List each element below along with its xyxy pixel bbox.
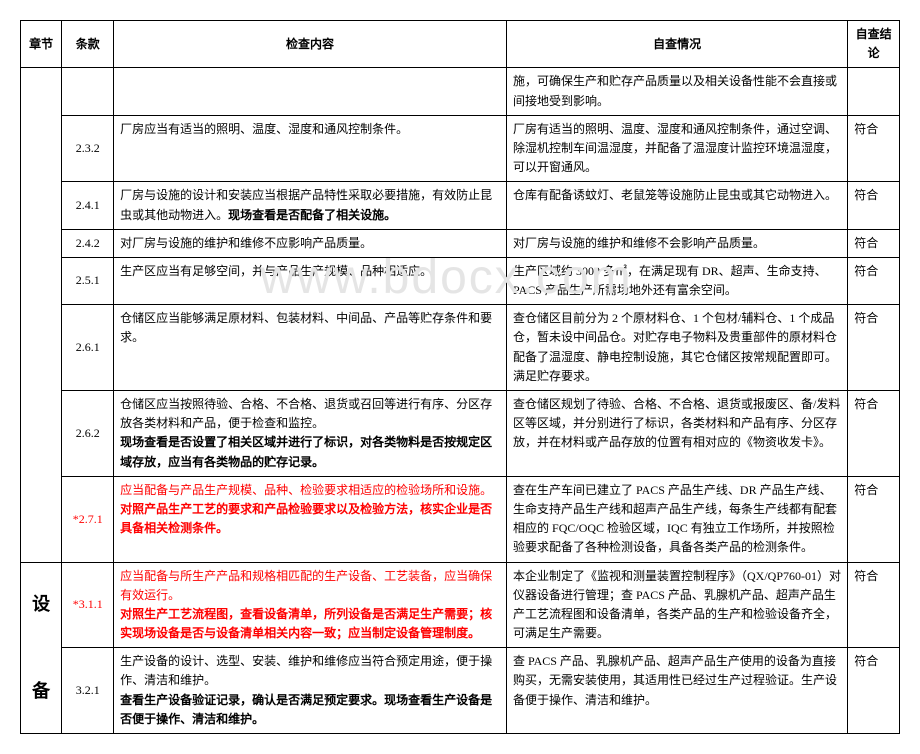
clause-cell: [62, 68, 114, 115]
check-cell: 仓储区应当按照待验、合格、不合格、退货或召回等进行有序、分区存放各类材料和产品，…: [114, 391, 507, 477]
status-cell: 查在生产车间已建立了 PACS 产品生产线、DR 产品生产线、生命支持产品生产线…: [507, 476, 848, 562]
check-cell: 对厂房与设施的维护和维修不应影响产品质量。: [114, 229, 507, 257]
status-cell: 查仓储区目前分为 2 个原材料仓、1 个包材/辅料仓、1 个成品仓，暂未设中间品…: [507, 305, 848, 391]
status-cell: 施，可确保生产和贮存产品质量以及相关设备性能不会直接或间接地受到影响。: [507, 68, 848, 115]
header-chapter: 章节: [21, 21, 62, 68]
status-cell: 本企业制定了《监视和测量装置控制程序》（QX/QP760-01）对仪器设备进行管…: [507, 562, 848, 648]
result-cell: [848, 68, 900, 115]
chapter-cell: 设备: [21, 562, 62, 734]
result-cell: 符合: [848, 562, 900, 648]
result-cell: 符合: [848, 257, 900, 304]
status-cell: 仓库有配备诱蚊灯、老鼠笼等设施防止昆虫或其它动物进入。: [507, 182, 848, 229]
status-cell: 生产区域约 3000 多㎡，在满足现有 DR、超声、生命支持、PACS 产品生产…: [507, 257, 848, 304]
status-cell: 查仓储区规划了待验、合格、不合格、退货或报废区、备/发料区等区域，并分别进行了标…: [507, 391, 848, 477]
header-result: 自查结论: [848, 21, 900, 68]
chapter-cell: [21, 68, 62, 562]
table-row: 2.4.1 厂房与设施的设计和安装应当根据产品特性采取必要措施，有效防止昆虫或其…: [21, 182, 900, 229]
status-cell: 厂房有适当的照明、温度、湿度和通风控制条件，通过空调、除湿机控制车间温湿度，并配…: [507, 115, 848, 182]
clause-cell: 2.5.1: [62, 257, 114, 304]
inspection-table: 章节 条款 检查内容 自查情况 自查结论 施，可确保生产和贮存产品质量以及相关设…: [20, 20, 900, 734]
clause-cell: 3.2.1: [62, 648, 114, 734]
check-cell: 仓储区应当能够满足原材料、包装材料、中间品、产品等贮存条件和要求。: [114, 305, 507, 391]
table-row: 2.6.2 仓储区应当按照待验、合格、不合格、退货或召回等进行有序、分区存放各类…: [21, 391, 900, 477]
check-cell: 生产设备的设计、选型、安装、维护和维修应当符合预定用途，便于操作、清洁和维护。查…: [114, 648, 507, 734]
check-cell: 生产区应当有足够空间，并与产品生产规模、品种相适应。: [114, 257, 507, 304]
check-cell: 厂房与设施的设计和安装应当根据产品特性采取必要措施，有效防止昆虫或其他动物进入。…: [114, 182, 507, 229]
result-cell: 符合: [848, 229, 900, 257]
table-row: 2.5.1 生产区应当有足够空间，并与产品生产规模、品种相适应。 生产区域约 3…: [21, 257, 900, 304]
clause-cell: 2.3.2: [62, 115, 114, 182]
check-cell: 厂房应当有适当的照明、温度、湿度和通风控制条件。: [114, 115, 507, 182]
header-status: 自查情况: [507, 21, 848, 68]
status-cell: 对厂房与设施的维护和维修不会影响产品质量。: [507, 229, 848, 257]
table-row: 2.6.1 仓储区应当能够满足原材料、包装材料、中间品、产品等贮存条件和要求。 …: [21, 305, 900, 391]
status-cell: 查 PACS 产品、乳腺机产品、超声产品生产使用的设备为直接购买，无需安装使用，…: [507, 648, 848, 734]
table-row: *2.7.1 应当配备与产品生产规模、品种、检验要求相适应的检验场所和设施。对照…: [21, 476, 900, 562]
clause-cell: *2.7.1: [62, 476, 114, 562]
check-cell: [114, 68, 507, 115]
header-clause: 条款: [62, 21, 114, 68]
table-header-row: 章节 条款 检查内容 自查情况 自查结论: [21, 21, 900, 68]
check-cell: 应当配备与所生产产品和规格相匹配的生产设备、工艺装备，应当确保有效运行。对照生产…: [114, 562, 507, 648]
table-row: 设备 *3.1.1 应当配备与所生产产品和规格相匹配的生产设备、工艺装备，应当确…: [21, 562, 900, 648]
result-cell: 符合: [848, 648, 900, 734]
result-cell: 符合: [848, 115, 900, 182]
table-row: 3.2.1 生产设备的设计、选型、安装、维护和维修应当符合预定用途，便于操作、清…: [21, 648, 900, 734]
clause-cell: 2.4.2: [62, 229, 114, 257]
table-row: 2.3.2 厂房应当有适当的照明、温度、湿度和通风控制条件。 厂房有适当的照明、…: [21, 115, 900, 182]
result-cell: 符合: [848, 305, 900, 391]
clause-cell: 2.6.1: [62, 305, 114, 391]
result-cell: 符合: [848, 391, 900, 477]
check-cell: 应当配备与产品生产规模、品种、检验要求相适应的检验场所和设施。对照产品生产工艺的…: [114, 476, 507, 562]
clause-cell: 2.4.1: [62, 182, 114, 229]
result-cell: 符合: [848, 182, 900, 229]
clause-cell: *3.1.1: [62, 562, 114, 648]
clause-cell: 2.6.2: [62, 391, 114, 477]
table-row: 施，可确保生产和贮存产品质量以及相关设备性能不会直接或间接地受到影响。: [21, 68, 900, 115]
header-check: 检查内容: [114, 21, 507, 68]
table-row: 2.4.2 对厂房与设施的维护和维修不应影响产品质量。 对厂房与设施的维护和维修…: [21, 229, 900, 257]
result-cell: 符合: [848, 476, 900, 562]
